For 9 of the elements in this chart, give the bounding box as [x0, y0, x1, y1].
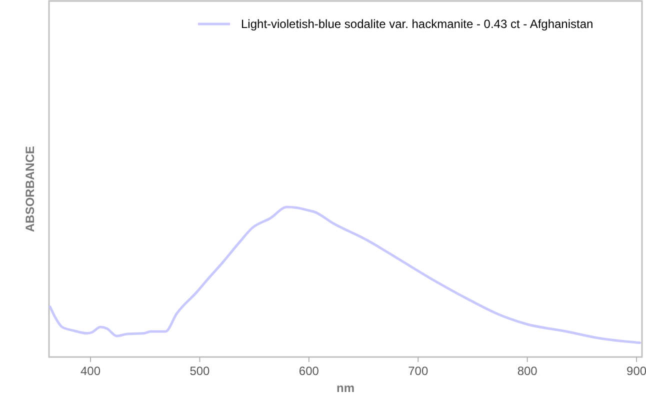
y-axis-title: ABSORBANCE: [23, 146, 37, 232]
x-tick-label: 400: [80, 364, 101, 378]
x-axis-title: nm: [336, 381, 354, 395]
x-tick-label: 500: [190, 364, 210, 378]
x-tick-label: 600: [298, 364, 320, 378]
x-tick-label: 900: [626, 364, 646, 378]
legend-label: Light-violetish-blue sodalite var. hackmanite - 0.43 ct - Afghanistan: [241, 17, 594, 31]
x-tick-label: 700: [408, 364, 428, 378]
x-tick-label: 800: [517, 364, 538, 378]
